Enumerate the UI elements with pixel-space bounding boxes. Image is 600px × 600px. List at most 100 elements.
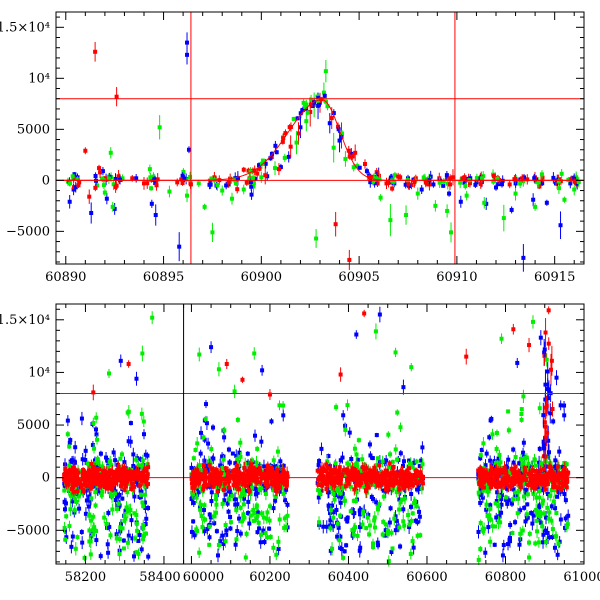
top-blue-point-marker — [249, 184, 254, 189]
bottom-green-point-marker — [74, 487, 79, 492]
top-red-point — [569, 175, 574, 183]
bottom-blue-point-marker — [142, 500, 147, 505]
bottom-red-point-marker — [87, 479, 92, 484]
top-green-point — [196, 179, 201, 187]
bottom-red-point — [233, 465, 238, 475]
top-blue-point-marker — [248, 179, 253, 184]
bottom-blue-point-marker — [417, 464, 422, 469]
bottom-red-point-marker — [202, 467, 207, 472]
bottom-blue-point — [113, 484, 118, 498]
top-red-point — [87, 189, 92, 204]
top-green-point — [562, 196, 567, 203]
top-red-point-marker — [450, 175, 455, 180]
bottom-blue-point-marker — [114, 494, 119, 499]
bottom-green-point-marker — [261, 515, 266, 520]
bottom-red-point-marker — [98, 472, 103, 477]
bottom-green-point-marker — [73, 546, 78, 551]
bottom-red-point-marker — [76, 478, 81, 483]
bottom-blue-point-marker — [279, 465, 284, 470]
top-red-point-marker — [241, 167, 246, 172]
bottom-blue-point — [211, 453, 216, 464]
bottom-green-point — [127, 503, 132, 516]
bottom-red-point — [121, 480, 126, 487]
bottom-green-point — [141, 519, 146, 531]
top-green-point — [331, 132, 336, 163]
top-red-point-marker — [350, 154, 355, 159]
top-green-point-marker — [479, 176, 484, 181]
bottom-green-point-marker — [87, 512, 92, 517]
bottom-red-point-marker — [84, 474, 89, 479]
bottom-blue-point — [261, 526, 266, 535]
bottom-blue-point-marker — [107, 524, 112, 529]
bottom-green-point-marker — [207, 542, 212, 547]
bottom-green-point — [248, 509, 253, 522]
top-blue-point-marker — [540, 181, 545, 186]
top-blue-point-marker — [235, 176, 240, 181]
bottom-blue-point-marker — [126, 439, 131, 444]
bottom-blue-point — [227, 459, 232, 466]
bottom-green-point-marker — [124, 505, 129, 510]
bottom-red-point — [242, 461, 247, 475]
bottom-red-point-marker — [144, 469, 149, 474]
top-blue-point-marker — [473, 182, 478, 187]
bottom-red-point — [248, 458, 253, 471]
bottom-green-point-marker — [136, 551, 141, 556]
bottom-green-point-marker — [112, 491, 117, 496]
top-green-point-marker — [374, 176, 379, 181]
top-green-point — [215, 179, 220, 191]
top-blue-point-marker — [572, 176, 577, 181]
bottom-blue-point-marker — [117, 492, 122, 497]
bottom-green-point-marker — [214, 484, 219, 489]
bottom-blue-point — [228, 525, 233, 532]
bottom-green-point-marker — [200, 525, 205, 530]
top-green-point-marker — [464, 193, 469, 198]
bottom-red-point-marker — [69, 486, 74, 491]
bottom-blue-point — [95, 487, 100, 495]
bottom-red-point — [285, 474, 290, 480]
bottom-red-point-marker — [145, 472, 150, 477]
top-green-point-marker — [305, 110, 310, 115]
bottom-green-point — [281, 488, 286, 500]
bottom-blue-point — [83, 507, 88, 521]
bottom-blue-point-marker — [113, 489, 118, 494]
top-green-point — [185, 189, 190, 203]
bottom-green-point — [239, 515, 244, 528]
top-green-point-marker — [101, 183, 106, 188]
top-green-point — [559, 169, 564, 179]
bottom-red-point-marker — [103, 485, 108, 490]
top-blue-point — [494, 184, 498, 191]
top-green-point — [572, 183, 577, 196]
top-red-point-marker — [460, 176, 465, 181]
top-red-point-marker — [226, 180, 231, 185]
bottom-red-point-marker — [144, 482, 149, 487]
bottom-blue-point-marker — [218, 539, 223, 544]
bottom-green-point — [124, 501, 129, 514]
top-green-point-marker — [102, 190, 107, 195]
top-y-tick-label: 5000 — [17, 122, 50, 137]
bottom-green-point-marker — [223, 522, 228, 527]
bottom-red-point-marker — [209, 477, 214, 482]
top-green-point-marker — [441, 179, 446, 184]
bottom-red-point — [90, 474, 95, 483]
bottom-red-point — [253, 469, 258, 475]
bottom-green-point-marker — [274, 552, 279, 557]
top-green-point-marker — [536, 180, 541, 185]
bottom-green-point — [230, 491, 235, 501]
bottom-green-point — [243, 553, 248, 562]
bottom-green-point — [216, 539, 221, 551]
top-red-point — [333, 211, 338, 237]
bottom-blue-point-marker — [202, 437, 207, 442]
top-blue-point — [182, 174, 187, 183]
bottom-green-point-marker — [190, 490, 195, 495]
bottom-green-point — [277, 513, 282, 526]
top-blue-point — [208, 180, 213, 189]
bottom-blue-point — [143, 521, 148, 528]
bottom-red-point — [226, 484, 231, 491]
bottom-green-point-marker — [264, 516, 269, 521]
bottom-red-point — [110, 470, 115, 476]
bottom-blue-point-marker — [86, 504, 91, 509]
bottom-green-point — [134, 508, 139, 522]
bottom-blue-point — [192, 531, 197, 540]
bottom-green-point — [116, 500, 121, 507]
top-blue-point-marker — [208, 182, 213, 187]
